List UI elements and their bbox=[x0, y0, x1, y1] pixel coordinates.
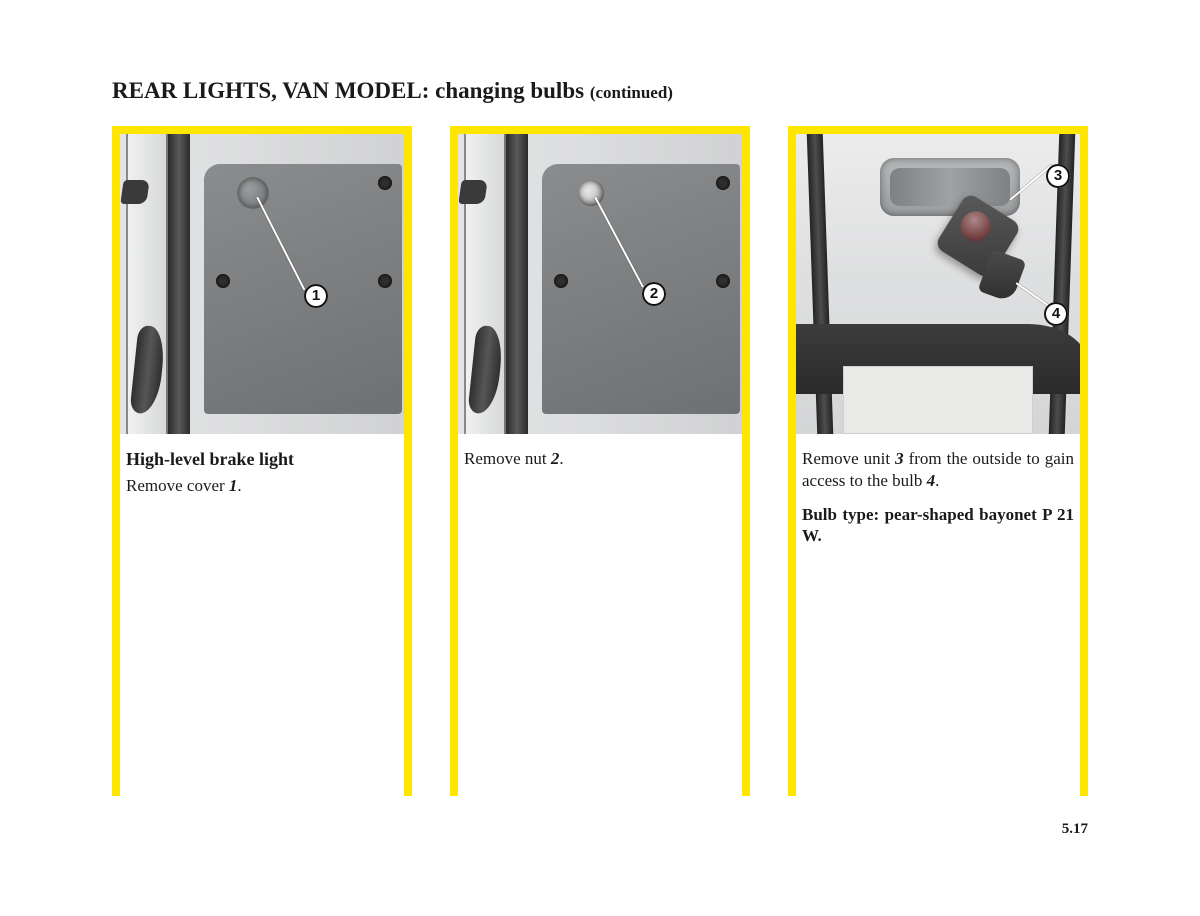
page-title: REAR LIGHTS, VAN MODEL: changing bulbs (… bbox=[112, 78, 1088, 104]
caption-text: Remove unit 3 from the outside to gain a… bbox=[802, 448, 1074, 492]
manual-page: REAR LIGHTS, VAN MODEL: changing bulbs (… bbox=[0, 0, 1200, 559]
callout-number: 2 bbox=[642, 282, 666, 306]
accent-bar-right bbox=[1080, 126, 1088, 796]
panel-bolt-icon bbox=[554, 274, 568, 288]
title-main: REAR LIGHTS, VAN MODEL: changing bulbs bbox=[112, 78, 590, 103]
panel-bolt-icon bbox=[216, 274, 230, 288]
figure-1: 1 bbox=[112, 126, 412, 434]
column-1: 1 High-level brake light Remove cover 1. bbox=[112, 126, 412, 559]
caption-text: Remove cover 1. bbox=[126, 475, 398, 497]
callout-number: 3 bbox=[1046, 164, 1070, 188]
door-catch bbox=[116, 174, 152, 212]
door-seal bbox=[168, 126, 190, 434]
lamp-unit-icon bbox=[940, 198, 1032, 306]
caption-text: Remove nut 2. bbox=[464, 448, 736, 470]
door-seal bbox=[506, 126, 528, 434]
door-catch bbox=[454, 174, 490, 212]
accent-bar-left bbox=[450, 126, 458, 796]
figure-3: 34 bbox=[788, 126, 1088, 434]
bulb-type-note: Bulb type: pear-shaped bayonet P 21 W. bbox=[802, 504, 1074, 548]
callout-number: 4 bbox=[1044, 302, 1068, 326]
lower-panel bbox=[843, 366, 1033, 434]
caption-3: Remove unit 3 from the outside to gain a… bbox=[788, 448, 1088, 547]
door-handle bbox=[470, 326, 502, 416]
cover-plug-icon bbox=[238, 178, 268, 208]
nut-hole-icon bbox=[578, 180, 604, 206]
panel-bolt-icon bbox=[716, 274, 730, 288]
trim-panel bbox=[542, 164, 740, 414]
panel-bolt-icon bbox=[378, 274, 392, 288]
ref-number: 3 bbox=[895, 449, 904, 468]
accent-bar-left bbox=[112, 126, 120, 796]
caption-2: Remove nut 2. bbox=[450, 448, 750, 470]
door-handle bbox=[132, 326, 164, 416]
column-2: 2 Remove nut 2. bbox=[450, 126, 750, 559]
figure-2: 2 bbox=[450, 126, 750, 434]
accent-bar-right bbox=[404, 126, 412, 796]
ref-number: 4 bbox=[927, 471, 936, 490]
accent-bar-right bbox=[742, 126, 750, 796]
column-3: 34 Remove unit 3 from the outside to gai… bbox=[788, 126, 1088, 559]
panel-bolt-icon bbox=[716, 176, 730, 190]
caption-subhead: High-level brake light bbox=[126, 448, 398, 471]
page-number: 5.17 bbox=[1062, 821, 1088, 838]
callout-number: 1 bbox=[304, 284, 328, 308]
panel-bolt-icon bbox=[378, 176, 392, 190]
content-columns: 1 High-level brake light Remove cover 1. bbox=[112, 126, 1088, 559]
accent-bar-left bbox=[788, 126, 796, 796]
title-continued: (continued) bbox=[590, 83, 673, 102]
caption-1: High-level brake light Remove cover 1. bbox=[112, 448, 412, 497]
